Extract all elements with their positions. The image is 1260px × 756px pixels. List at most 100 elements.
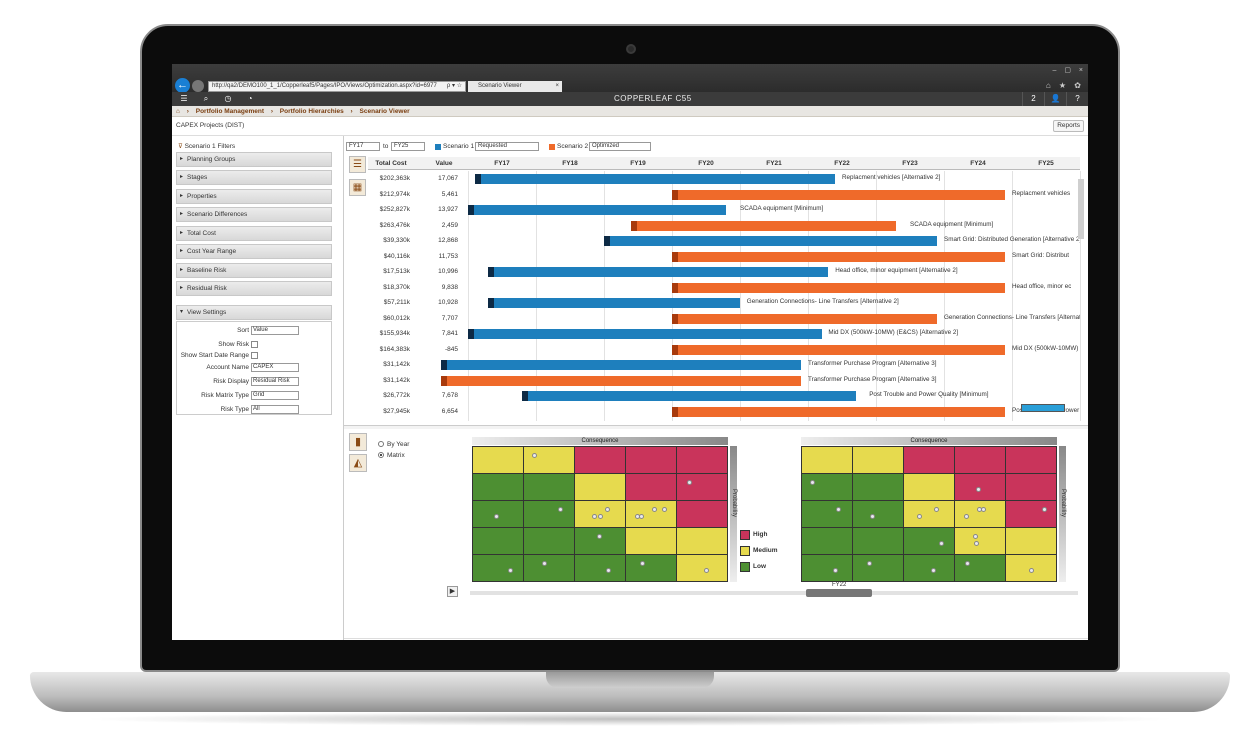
- gantt-row[interactable]: $57,211k 10,928 Generation Connections- Li…: [368, 295, 1080, 311]
- matrix-cell[interactable]: [955, 501, 1005, 527]
- matrix-cell[interactable]: [853, 447, 903, 473]
- menu-icon[interactable]: ☰: [180, 94, 188, 103]
- gantt-zoom-control[interactable]: [1021, 404, 1065, 412]
- from-year-select[interactable]: FY17: [346, 142, 380, 151]
- matrix-cell[interactable]: [626, 528, 676, 554]
- matrix-cell[interactable]: [853, 555, 903, 581]
- matrix-cell[interactable]: [1006, 447, 1056, 473]
- risk-point[interactable]: [810, 480, 815, 485]
- matrix-cell[interactable]: [955, 474, 1005, 500]
- matrix-cell[interactable]: [473, 555, 523, 581]
- risk-point[interactable]: [939, 541, 944, 546]
- matrix-cell[interactable]: [473, 474, 523, 500]
- risk-point[interactable]: [662, 507, 667, 512]
- gantt-row[interactable]: $263,476k 2,459 SCADA equipment [Minimum]: [368, 218, 1080, 234]
- matrix-cell[interactable]: [1006, 501, 1056, 527]
- matrix-cell[interactable]: [524, 501, 574, 527]
- risk-point[interactable]: [870, 514, 875, 519]
- risk-point[interactable]: [597, 534, 602, 539]
- matrix-cell[interactable]: [955, 447, 1005, 473]
- filter-planning-groups[interactable]: Planning Groups: [176, 152, 332, 167]
- dashboard-icon[interactable]: ◔: [247, 94, 253, 103]
- matrix-cell[interactable]: [524, 474, 574, 500]
- risk-point[interactable]: [635, 514, 640, 519]
- window-buttons[interactable]: – ▢ ×: [1052, 67, 1086, 74]
- risk-point[interactable]: [508, 568, 513, 573]
- home-icon[interactable]: ⌂: [176, 108, 180, 115]
- matrix-cell[interactable]: [904, 501, 954, 527]
- matrix-cell[interactable]: [1006, 528, 1056, 554]
- matrix-cell[interactable]: [524, 447, 574, 473]
- matrix-cell[interactable]: [904, 528, 954, 554]
- matrix-cell[interactable]: [677, 528, 727, 554]
- matrix-cell[interactable]: [626, 474, 676, 500]
- risk-type-select[interactable]: All: [251, 405, 299, 414]
- matrix-cell[interactable]: [853, 501, 903, 527]
- address-glyphs[interactable]: ρ ▾ ☆: [446, 83, 462, 89]
- matrix-cell[interactable]: [575, 501, 625, 527]
- gantt-row[interactable]: $31,142k7,814Transformer Purchase Progra…: [368, 357, 1080, 373]
- filter-cost-year-range[interactable]: Cost Year Range: [176, 244, 332, 259]
- breadcrumb-item[interactable]: Scenario Viewer: [359, 108, 410, 115]
- user-icon[interactable]: 👤: [1044, 92, 1066, 106]
- filter-stages[interactable]: Stages: [176, 170, 332, 185]
- risk-display-select[interactable]: Residual Risk: [251, 377, 299, 386]
- tab-close-icon[interactable]: ×: [555, 83, 559, 89]
- matrix-cell[interactable]: [802, 447, 852, 473]
- to-year-select[interactable]: FY25: [391, 142, 425, 151]
- scenario1-bar[interactable]: [488, 267, 829, 277]
- risk-point[interactable]: [704, 568, 709, 573]
- col-total-cost[interactable]: Total Cost: [375, 160, 407, 167]
- matrix-cell[interactable]: [677, 555, 727, 581]
- table-icon[interactable]: ▦: [349, 179, 366, 196]
- matrix-cell[interactable]: [677, 474, 727, 500]
- scenario2-bar[interactable]: [672, 313, 938, 324]
- gantt-row[interactable]: $39,330k 12,868 Smart Grid: Distributed Ge…: [368, 233, 1080, 249]
- risk-point[interactable]: [532, 453, 537, 458]
- risk-point[interactable]: [976, 487, 981, 492]
- notifications-button[interactable]: 2: [1022, 92, 1044, 106]
- risk-point[interactable]: [836, 507, 841, 512]
- risk-point[interactable]: [977, 507, 982, 512]
- scenario2-bar[interactable]: [672, 406, 1006, 417]
- forward-button[interactable]: [192, 80, 204, 92]
- risk-matrix-type-select[interactable]: Grid: [251, 391, 299, 400]
- breadcrumb-item[interactable]: Portfolio Hierarchies: [279, 108, 344, 115]
- gantt-row[interactable]: $155,934k 7,841 Mid DX (500kW-10MW) (E&CS)…: [368, 326, 1080, 342]
- scenario1-select[interactable]: Requested: [475, 142, 539, 151]
- scenario1-bar[interactable]: [468, 205, 727, 215]
- filter-total-cost[interactable]: Total Cost: [176, 226, 332, 241]
- risk-point[interactable]: [605, 507, 610, 512]
- risk-point[interactable]: [833, 568, 838, 573]
- risk-point[interactable]: [964, 514, 969, 519]
- matrix-cell[interactable]: [677, 501, 727, 527]
- matrix-cell[interactable]: [853, 474, 903, 500]
- gantt-icon[interactable]: ☰: [349, 156, 366, 173]
- risk-point[interactable]: [687, 480, 692, 485]
- matrix-cell[interactable]: [802, 555, 852, 581]
- matrix-cell[interactable]: [904, 555, 954, 581]
- gantt-row[interactable]: $26,772k 7,678 Post Trouble and Power Qual…: [368, 388, 1080, 404]
- scenario1-bar[interactable]: [604, 236, 938, 246]
- gantt-row[interactable]: $17,513k 10,996 Head office, minor equipme…: [368, 264, 1080, 280]
- matrix-cell[interactable]: [575, 555, 625, 581]
- matrix-cell[interactable]: [473, 501, 523, 527]
- risk-point[interactable]: [598, 514, 603, 519]
- browser-tool-icons[interactable]: ⌂ ★ ✿: [1045, 81, 1084, 90]
- risk-point[interactable]: [867, 561, 872, 566]
- browser-tab[interactable]: Scenario Viewer ×: [468, 81, 562, 92]
- filter-residual-risk[interactable]: Residual Risk: [176, 281, 332, 296]
- breadcrumb-item[interactable]: Portfolio Management: [195, 108, 264, 115]
- matrix-cell[interactable]: [575, 528, 625, 554]
- year-slider-thumb[interactable]: [806, 589, 872, 597]
- matrix-cell[interactable]: [955, 555, 1005, 581]
- scenario1-bar[interactable]: [522, 391, 856, 401]
- reports-button[interactable]: Reports: [1053, 120, 1084, 132]
- sort-select[interactable]: Value: [251, 326, 299, 335]
- matrix-cell[interactable]: [626, 501, 676, 527]
- address-bar[interactable]: http://qa2/DEMO100_1_1/Copperleaf5/Pages…: [208, 81, 466, 92]
- matrix-cell[interactable]: [575, 447, 625, 473]
- matrix-cell[interactable]: [802, 501, 852, 527]
- risk-point[interactable]: [592, 514, 597, 519]
